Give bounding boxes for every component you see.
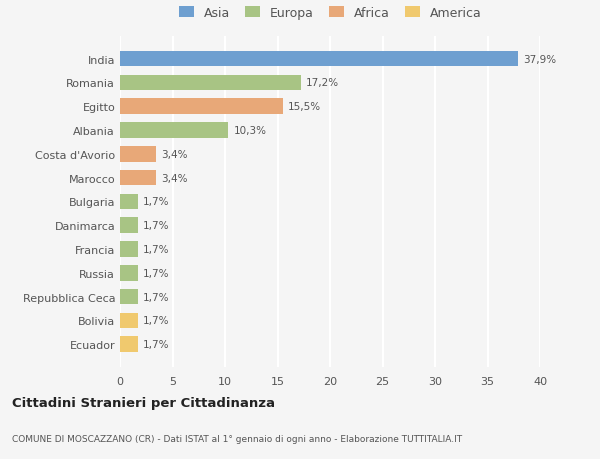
Bar	[120, 75, 301, 91]
Bar	[120, 265, 138, 281]
Text: 10,3%: 10,3%	[233, 126, 266, 136]
Bar	[120, 337, 138, 352]
Text: 15,5%: 15,5%	[288, 102, 321, 112]
Bar	[120, 218, 138, 234]
Text: 1,7%: 1,7%	[143, 340, 170, 349]
Text: 1,7%: 1,7%	[143, 245, 170, 254]
Bar	[120, 123, 228, 139]
Bar	[120, 289, 138, 305]
Text: Cittadini Stranieri per Cittadinanza: Cittadini Stranieri per Cittadinanza	[12, 396, 275, 409]
Bar	[120, 242, 138, 257]
Text: 17,2%: 17,2%	[306, 78, 339, 88]
Text: COMUNE DI MOSCAZZANO (CR) - Dati ISTAT al 1° gennaio di ogni anno - Elaborazione: COMUNE DI MOSCAZZANO (CR) - Dati ISTAT a…	[12, 434, 462, 442]
Text: 1,7%: 1,7%	[143, 268, 170, 278]
Text: 1,7%: 1,7%	[143, 221, 170, 231]
Bar	[120, 170, 156, 186]
Text: 3,4%: 3,4%	[161, 173, 187, 183]
Text: 1,7%: 1,7%	[143, 292, 170, 302]
Bar	[120, 194, 138, 210]
Bar	[120, 147, 156, 162]
Bar	[120, 99, 283, 115]
Bar	[120, 313, 138, 329]
Text: 37,9%: 37,9%	[523, 55, 556, 64]
Bar	[120, 52, 518, 67]
Text: 1,7%: 1,7%	[143, 197, 170, 207]
Legend: Asia, Europa, Africa, America: Asia, Europa, Africa, America	[175, 3, 485, 24]
Text: 3,4%: 3,4%	[161, 150, 187, 159]
Text: 1,7%: 1,7%	[143, 316, 170, 326]
